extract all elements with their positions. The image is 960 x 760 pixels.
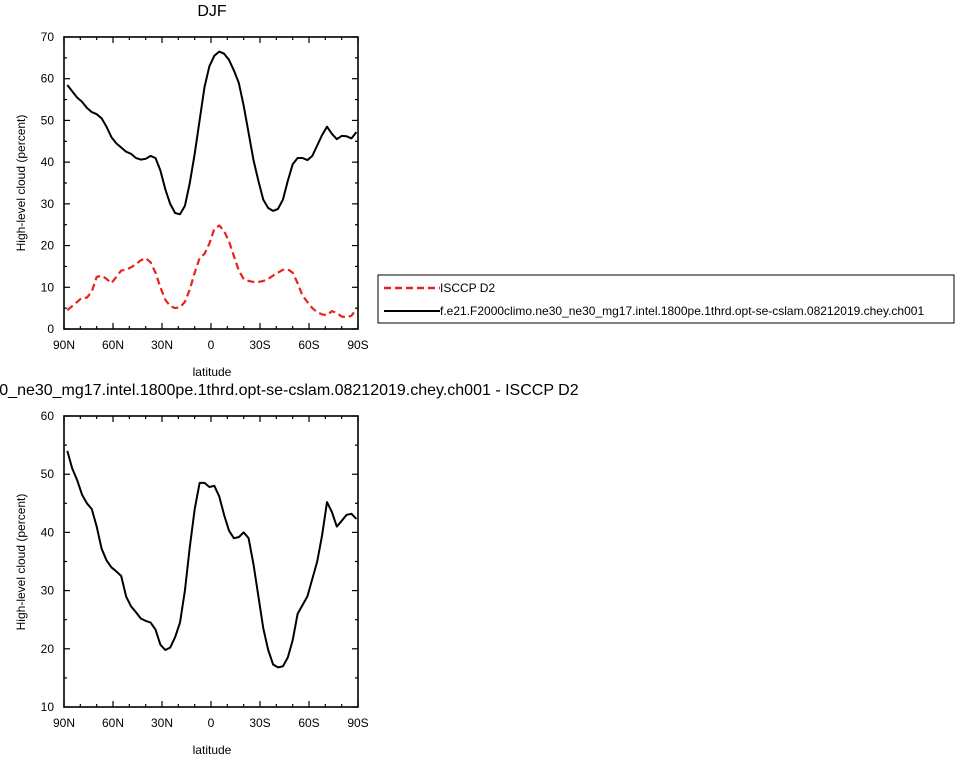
y-axis-bottom: 10 20 30 40 50 60 — [41, 409, 358, 714]
y-tick-label-top: 20 — [41, 239, 55, 253]
x-tick-label-top: 30N — [151, 338, 173, 352]
legend-label-model: f.e21.F2000climo.ne30_ne30_mg17.intel.18… — [440, 304, 924, 318]
chart-title-difference: f.e21.F2000climo.ne30_ne30_mg17.intel.18… — [0, 382, 579, 399]
x-tick-label-bottom: 60S — [298, 716, 319, 730]
chart-title-djf: DJF — [197, 3, 227, 20]
x-tick-label-top: 30S — [249, 338, 270, 352]
x-tick-label-bottom: 90S — [347, 716, 368, 730]
y-tick-label-bottom: 40 — [41, 525, 55, 539]
y-tick-label-top: 30 — [41, 197, 55, 211]
y-tick-label-top: 70 — [41, 30, 55, 44]
y-tick-label-top: 40 — [41, 155, 55, 169]
y-tick-label-top: 60 — [41, 72, 55, 86]
x-tick-label-bottom: 30S — [249, 716, 270, 730]
x-axis-label-bottom: latitude — [193, 743, 232, 757]
y-tick-label-bottom: 50 — [41, 467, 55, 481]
y-axis-label-bottom: High-level cloud (percent) — [14, 494, 28, 631]
legend-box — [377, 274, 955, 324]
series-group-bottom — [66, 450, 358, 669]
series-line-top-model — [66, 50, 358, 216]
x-tick-label-top: 0 — [208, 338, 215, 352]
x-axis-label-top: latitude — [193, 365, 232, 379]
y-tick-label-bottom: 30 — [41, 584, 55, 598]
legend-label-isccp: ISCCP D2 — [440, 281, 495, 295]
x-tick-label-top: 60N — [102, 338, 124, 352]
x-tick-label-bottom: 90N — [53, 716, 75, 730]
x-tick-label-bottom: 30N — [151, 716, 173, 730]
series-line-top-isccp — [66, 224, 358, 319]
y-axis-label-top: High-level cloud (percent) — [14, 115, 28, 252]
plot-frame-top — [63, 36, 359, 330]
y-tick-label-bottom: 60 — [41, 409, 55, 423]
y-tick-label-top: 50 — [41, 113, 55, 127]
x-tick-label-bottom: 0 — [208, 716, 215, 730]
x-tick-label-top: 60S — [298, 338, 319, 352]
y-tick-label-bottom: 20 — [41, 642, 55, 656]
y-tick-label-bottom: 10 — [41, 700, 55, 714]
x-axis-bottom: 90N 60N 30N 0 30S 60S 90S — [53, 416, 369, 730]
panel-djf: DJF 90N 60N 30N 0 30S 60S 90S 010203040506070 … — [14, 3, 369, 379]
x-tick-label-top: 90S — [347, 338, 368, 352]
x-axis-top: 90N 60N 30N 0 30S 60S 90S — [53, 37, 369, 352]
y-tick-label-top: 0 — [47, 322, 54, 336]
panel-difference: f.e21.F2000climo.ne30_ne30_mg17.intel.18… — [0, 382, 579, 757]
x-tick-label-bottom: 60N — [102, 716, 124, 730]
legend: ISCCP D2 f.e21.F2000climo.ne30_ne30_mg17… — [377, 274, 955, 324]
y-tick-label-top: 10 — [41, 280, 55, 294]
y-axis-top: 0 10 20 30 40 50 60 70 — [41, 30, 358, 336]
series-group-top — [66, 50, 358, 319]
series-line-bottom-model — [66, 450, 358, 669]
x-tick-label-top: 90N — [53, 338, 75, 352]
